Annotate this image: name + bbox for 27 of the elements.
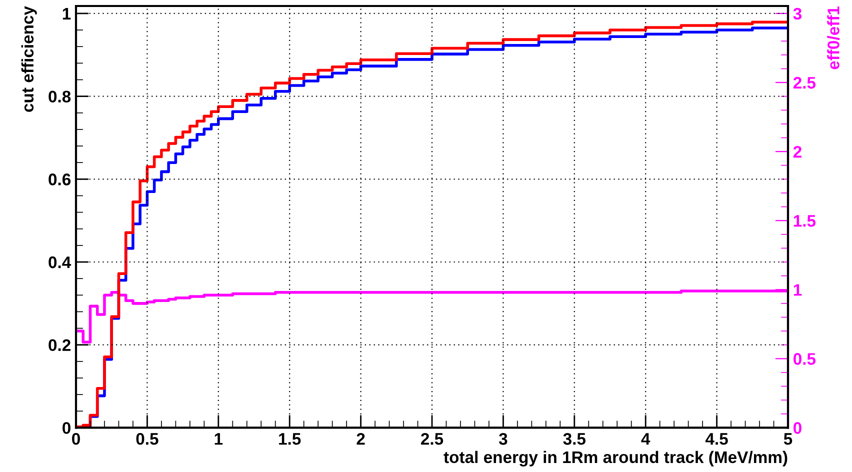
y-tick-label: 0.6 [48, 174, 71, 186]
y-tick-label: 0 [62, 422, 70, 434]
x-tick-label: 1.5 [279, 433, 301, 445]
x-tick-label: 3 [498, 433, 508, 445]
y2-tick-label: 1 [794, 284, 802, 296]
y-tick-label: 0.4 [48, 256, 72, 268]
x-tick-label: 0.5 [136, 433, 158, 445]
x-tick-label: 2 [356, 433, 365, 445]
y2-tick-label: 0.5 [794, 353, 816, 365]
y2-axis-title: eff0/eff1 [827, 6, 840, 70]
x-tick-label: 3.5 [563, 433, 586, 445]
x-tick-label: 0 [72, 433, 80, 445]
x-axis-title: total energy in 1Rm around track (MeV/mm) [444, 450, 788, 466]
x-tick-label: 1 [214, 433, 223, 445]
y2-tick-label: 0 [794, 422, 802, 434]
y2-tick-label: 2 [793, 146, 802, 158]
y-axis-title: cut efficiency [21, 6, 37, 112]
y-tick-label: 1 [62, 8, 71, 20]
y2-tick-label: 3 [793, 8, 802, 20]
y-tick-label: 0.2 [48, 339, 70, 352]
y2-tick-label: 2.5 [793, 76, 816, 89]
x-tick-label: 2.5 [420, 433, 444, 445]
y2-tick-label: 1.5 [794, 215, 816, 227]
x-tick-label: 5 [784, 433, 792, 445]
x-tick-label: 4.5 [705, 433, 728, 445]
x-tick-label: 4 [641, 433, 650, 445]
y-tick-label: 0.8 [48, 90, 71, 103]
